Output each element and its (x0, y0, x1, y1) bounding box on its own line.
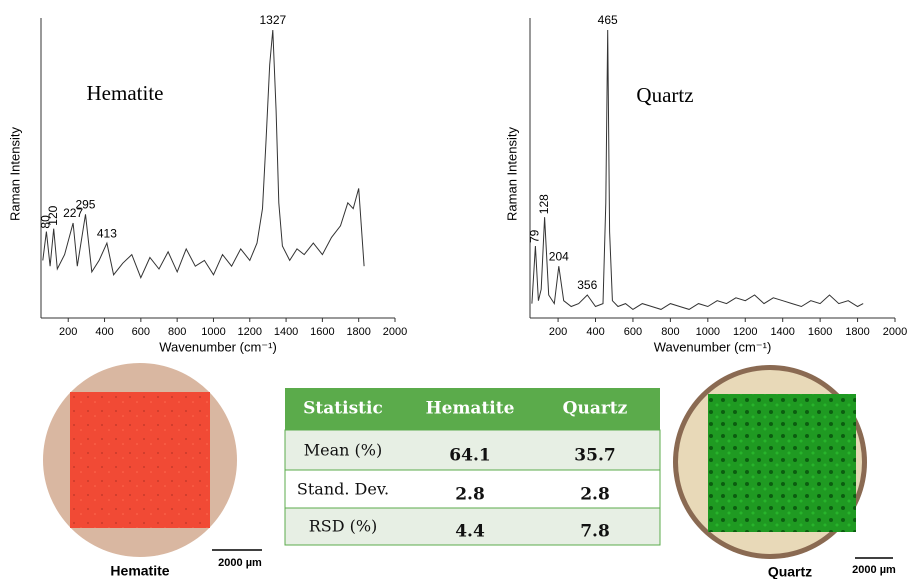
chart-title: Hematite (87, 81, 164, 105)
spectrum-line (42, 29, 365, 279)
peak-label: 465 (598, 13, 618, 27)
x-tick-label: 600 (624, 326, 642, 338)
x-tick-label: 200 (549, 326, 567, 338)
table-value: 2.8 (455, 485, 485, 505)
table-row-label: RSD (%) (309, 517, 378, 536)
table-value: 4.4 (455, 522, 485, 542)
quartz-image (673, 365, 893, 559)
x-tick-label: 1600 (310, 326, 334, 338)
table-value: 35.7 (574, 446, 615, 466)
peak-label: 204 (549, 249, 569, 263)
table-value: 64.1 (449, 446, 490, 466)
scale-bar-label: 2000 µm (852, 564, 896, 576)
x-tick-label: 1200 (238, 326, 262, 338)
peak-label: 227 (63, 206, 83, 220)
peak-label: 413 (97, 226, 117, 240)
spectrum-line (531, 29, 864, 311)
x-tick-label: 400 (586, 326, 604, 338)
image-caption: Hematite (110, 563, 169, 579)
x-tick-label: 1800 (346, 326, 370, 338)
x-tick-label: 200 (59, 326, 77, 338)
scale-bar-label: 2000 µm (218, 557, 262, 569)
table-row-label: Mean (%) (304, 441, 382, 460)
table-header: Statistic (303, 399, 383, 419)
table-header: Hematite (426, 399, 515, 419)
x-tick-label: 1200 (733, 326, 757, 338)
chart-title: Quartz (636, 83, 693, 107)
peak-label: 295 (75, 197, 95, 211)
x-tick-label: 1000 (201, 326, 225, 338)
x-axis-label: Wavenumber (cm⁻¹) (654, 339, 772, 354)
x-tick-label: 800 (661, 326, 679, 338)
x-tick-label: 600 (132, 326, 150, 338)
peak-label: 80 (39, 215, 53, 229)
peak-label: 120 (46, 205, 60, 225)
x-tick-label: 800 (168, 326, 186, 338)
x-tick-label: 2000 (883, 326, 907, 338)
peak-label: 79 (528, 229, 542, 243)
image-caption: Quartz (768, 564, 812, 579)
y-axis-label: Raman Intensity (504, 127, 519, 221)
x-tick-label: 1400 (770, 326, 794, 338)
x-axis-label: Wavenumber (cm⁻¹) (159, 339, 277, 354)
peak-label: 1327 (259, 13, 286, 27)
table-value: 2.8 (580, 485, 610, 505)
statistics-table (284, 388, 661, 546)
x-tick-label: 1400 (274, 326, 298, 338)
peak-label: 128 (537, 194, 551, 214)
y-axis-label: Raman Intensity (7, 127, 22, 221)
x-tick-label: 1800 (845, 326, 869, 338)
x-tick-label: 2000 (383, 326, 407, 338)
table-header: Quartz (563, 399, 628, 419)
peak-label: 356 (577, 278, 597, 292)
table-row-label: Stand. Dev. (297, 480, 389, 499)
x-tick-label: 400 (95, 326, 113, 338)
x-tick-label: 1000 (696, 326, 720, 338)
x-tick-label: 1600 (808, 326, 832, 338)
table-value: 7.8 (580, 522, 610, 542)
hematite-image (43, 363, 262, 557)
